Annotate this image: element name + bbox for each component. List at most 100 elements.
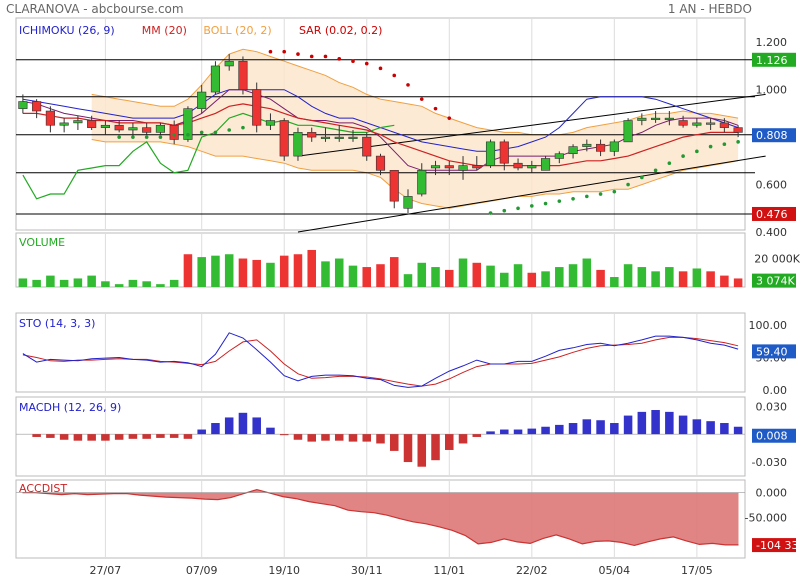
macdh-bar [665,411,674,435]
macdh-bar [321,434,330,441]
candle-up [485,141,496,166]
candle-up [417,170,427,195]
macdh-bar [238,412,248,435]
volume-bar [73,278,83,287]
candle-up [568,146,578,155]
candle-down [362,136,372,157]
sar-dot [585,194,589,199]
sar-dot [282,49,287,54]
price-legend-item: MM (20) [142,24,187,37]
volume-bar [389,257,399,287]
macdh-bar [266,427,275,435]
macdh-bar [541,426,550,435]
macdh-bar [623,415,633,435]
sar-dot [186,132,190,137]
x-axis-label: 11/01 [433,564,465,577]
volume-bar [720,275,729,287]
volume-bar [183,254,193,287]
volume-bar [87,275,96,287]
sar-dot [241,125,245,130]
macdh-bar [403,434,413,463]
candle-down [142,127,152,133]
volume-bar [321,261,330,287]
sar-dot [323,54,328,59]
volume-bar [733,278,743,287]
macdh-bar [472,434,482,437]
macdh-bar [169,434,179,438]
candle-up [128,127,138,131]
sto-k-line [22,332,739,388]
sar-dot [557,199,562,203]
volume-bar [156,284,165,287]
volume-bar [665,267,674,287]
accdist-badge-bg [752,538,796,553]
trendline-0 [297,93,766,157]
sar-dot [227,128,231,132]
volume-bar [472,262,482,287]
volume-bar [211,255,220,287]
volume-bar [32,279,41,287]
candle-down [252,89,262,126]
macdh-bar [59,434,69,440]
macdh-bar [389,434,399,451]
volume-y-tick: 20 000K [754,253,800,266]
volume-bar [692,268,702,287]
sar-dot [667,161,672,166]
sto-badge: 59.40 [756,345,788,358]
candle-up [706,122,716,125]
candle-down [87,120,97,128]
candle-down [719,122,729,128]
x-axis-label: 30/11 [351,564,383,577]
x-axis-label: 17/05 [681,564,713,577]
price-badge: 0.476 [756,208,788,221]
candle-down [32,101,42,112]
macdh-bar [596,420,605,435]
candle-up [348,136,358,139]
macdh-bar [582,419,592,435]
volume-bar [623,264,633,287]
macdh-bar [32,434,41,437]
sto-title: STO (14, 3, 3) [19,317,95,330]
macdh-title: MACDH (12, 26, 9) [19,401,121,414]
ichimoku-tenkan-line [22,89,739,171]
macdh-bar [500,429,509,435]
macdh-bar [128,434,138,439]
macdh-bar [348,434,358,442]
volume-bar [169,279,179,287]
sar-dot [708,144,713,149]
price-y-tick: 0.400 [756,226,788,239]
price-badge-bg [752,52,796,67]
candle-up [664,117,674,120]
macdh-bar [720,423,729,435]
macdh-bar [445,434,454,450]
price-legend-item: BOLL (20, 2) [203,24,271,37]
volume-bar [651,271,660,287]
price-legend-item: SAR (0.02, 0.2) [299,24,382,37]
volume-badge-bg [752,273,796,288]
volume-bar [568,264,578,287]
candle-up [320,136,331,139]
sar-dot [213,130,218,135]
sar-dot [488,211,493,215]
sar-dot [199,130,204,135]
candle-down [45,110,55,126]
candle-up [582,143,592,147]
sto-y-tick: 100.00 [749,319,788,332]
volume-bar [706,271,715,287]
macdh-bar [678,415,688,435]
ichimoku-chikou-line [22,112,395,200]
candle-up [224,60,234,67]
volume-bar [142,281,151,287]
candle-up [637,117,647,121]
price-y-tick: 1.200 [756,36,788,49]
sar-dot [433,106,438,111]
price-y-tick: 0.600 [756,179,788,192]
sar-dot [516,206,520,211]
macdh-bar [114,434,124,440]
volume-bar [527,272,537,287]
macdh-bar [183,434,193,439]
price-legend-item: ICHIMOKU (26, 9) [19,24,115,37]
volume-bar [403,274,413,287]
sar-dot [736,140,740,144]
